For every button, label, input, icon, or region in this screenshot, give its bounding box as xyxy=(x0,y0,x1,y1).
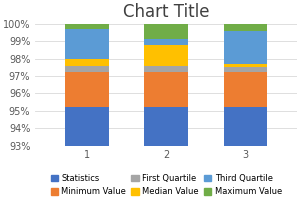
Bar xyxy=(224,67,267,72)
Bar xyxy=(144,24,188,39)
Bar xyxy=(224,72,267,107)
Bar xyxy=(224,64,267,67)
Bar xyxy=(144,45,188,66)
Bar xyxy=(144,107,188,146)
Title: Chart Title: Chart Title xyxy=(123,3,209,21)
Bar xyxy=(144,66,188,72)
Bar xyxy=(65,24,109,29)
Bar xyxy=(65,29,109,58)
Bar xyxy=(144,72,188,107)
Bar xyxy=(224,31,267,64)
Bar xyxy=(65,66,109,72)
Bar xyxy=(144,39,188,45)
Bar xyxy=(224,24,267,31)
Bar xyxy=(65,58,109,66)
Bar xyxy=(65,107,109,146)
Bar xyxy=(224,107,267,146)
Bar xyxy=(65,72,109,107)
Legend: Statistics, Minimum Value, First Quartile, Median Value, Third Quartile, Maximum: Statistics, Minimum Value, First Quartil… xyxy=(51,174,282,196)
